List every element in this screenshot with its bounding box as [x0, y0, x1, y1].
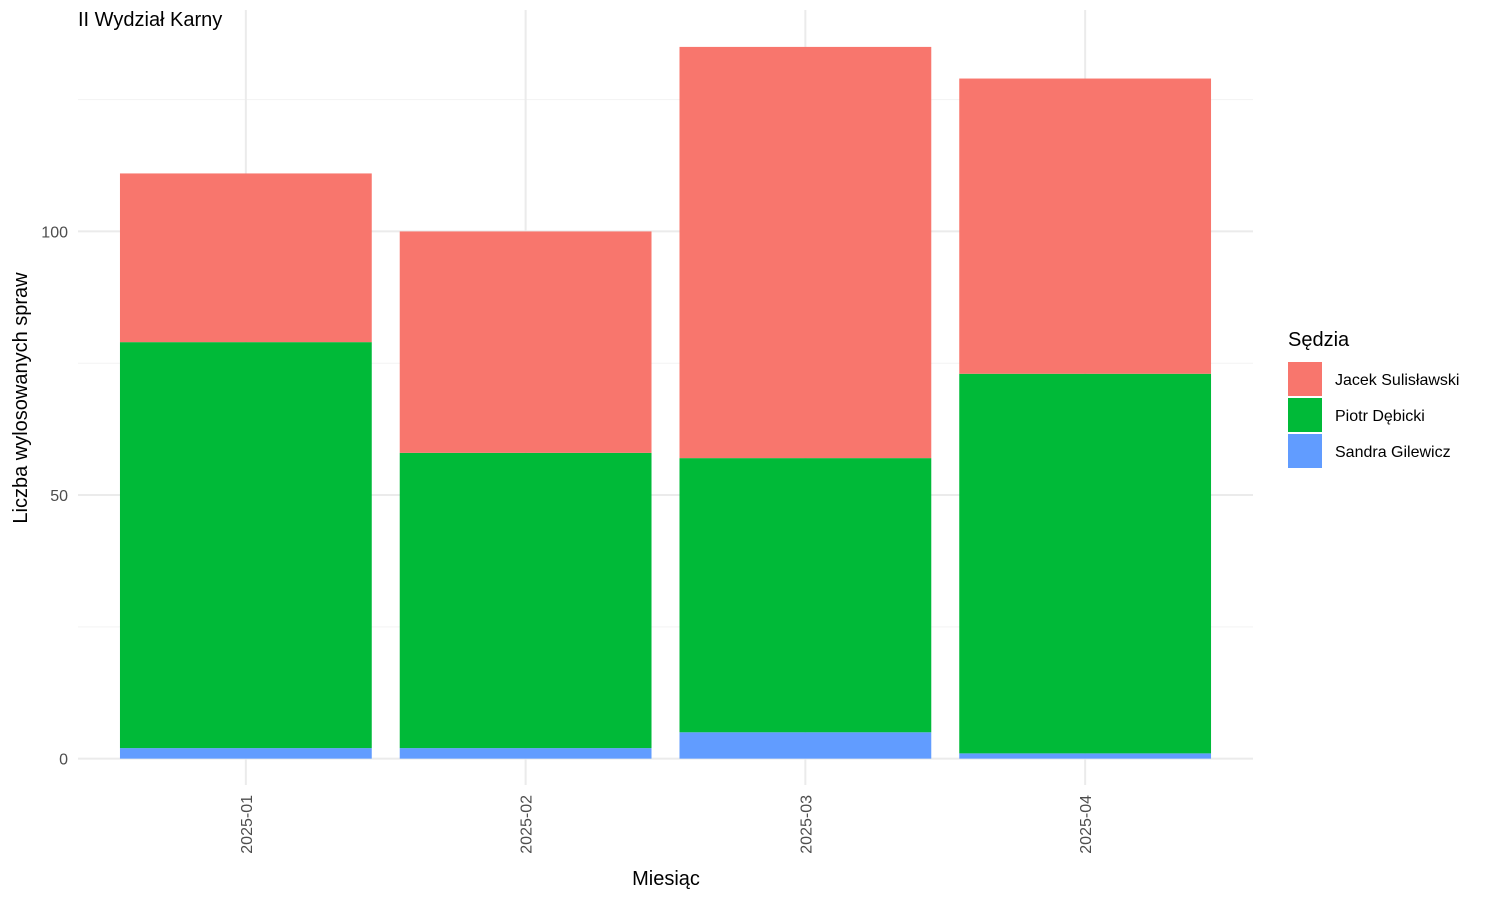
bar-2025-03-jacek-sulislawski: [679, 46, 932, 459]
legend-swatch-jacek-sulislawski: [1288, 362, 1322, 396]
y-tick-label: 0: [59, 752, 68, 769]
legend-items: Jacek Sulisławski Piotr Dębicki Sandra Gil…: [1288, 362, 1459, 468]
legend-swatch-sandra-gilewicz: [1288, 434, 1322, 468]
bar-2025-01-jacek-sulislawski: [119, 173, 372, 343]
legend-label-sandra-gilewicz: Sandra Gilewicz: [1335, 444, 1451, 461]
legend-label-piotr-debicki: Piotr Dębicki: [1335, 408, 1425, 425]
bar-2025-02-sandra-gilewicz: [399, 748, 652, 759]
x-tick-label: 2025-03: [798, 795, 815, 854]
bar-2025-01-sandra-gilewicz: [119, 748, 372, 759]
chart-title: II Wydział Karny: [78, 9, 222, 31]
y-tick-label: 100: [41, 224, 68, 241]
bar-2025-04-piotr-debicki: [959, 373, 1212, 754]
bar-2025-02-jacek-sulislawski: [399, 231, 652, 453]
legend-label-jacek-sulislawski: Jacek Sulisławski: [1335, 372, 1459, 389]
x-axis-label: Miesiąc: [632, 868, 700, 890]
legend-swatch-piotr-debicki: [1288, 398, 1322, 432]
bar-2025-04-sandra-gilewicz: [959, 753, 1212, 759]
legend: Sędzia Jacek Sulisławski Piotr Dębicki San…: [1288, 329, 1459, 468]
x-axis-ticks: 2025-01 2025-02 2025-03 2025-04: [239, 795, 1095, 854]
x-tick-label: 2025-01: [239, 795, 256, 854]
y-tick-label: 50: [50, 488, 68, 505]
bars: [119, 46, 1212, 759]
y-axis-label: Liczba wylosowanych spraw: [10, 272, 32, 524]
bar-2025-02-piotr-debicki: [399, 452, 652, 749]
bar-2025-01-piotr-debicki: [119, 342, 372, 749]
x-tick-label: 2025-04: [1078, 795, 1095, 854]
y-axis-ticks: 0 50 100: [41, 224, 68, 768]
bar-2025-04-jacek-sulislawski: [959, 78, 1212, 374]
bar-2025-03-piotr-debicki: [679, 458, 932, 733]
x-tick-label: 2025-02: [519, 795, 536, 854]
bar-2025-03-sandra-gilewicz: [679, 732, 932, 759]
legend-title: Sędzia: [1288, 329, 1350, 351]
